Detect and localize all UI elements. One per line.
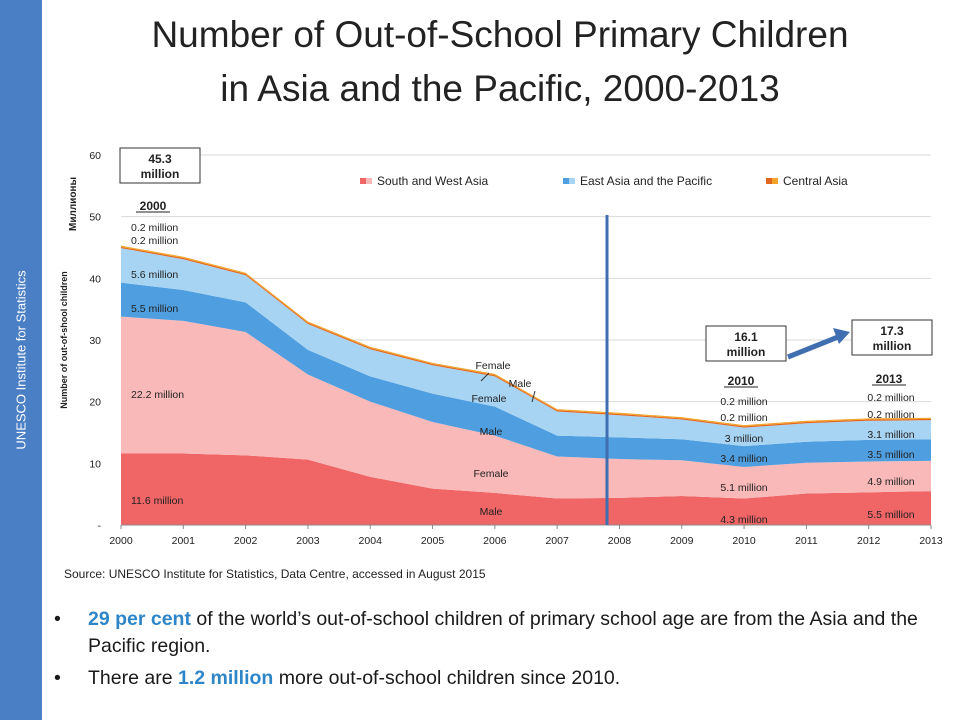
value-label-2000: 0.2 million — [131, 222, 178, 234]
total-box — [705, 325, 787, 362]
total-unit: million — [873, 339, 912, 353]
bullet-item-1: • 29 per cent of the world’s out-of-schoo… — [50, 606, 940, 660]
x-tick-label: 2009 — [670, 535, 694, 547]
legend-label: Central Asia — [783, 174, 848, 188]
bullet-dot: • — [54, 667, 61, 689]
legend-swatch — [569, 178, 575, 184]
y-tick-label: 30 — [89, 335, 101, 347]
legend-swatch — [772, 178, 778, 184]
sex-annotation: Female — [475, 360, 510, 372]
sex-annotation: Female — [473, 468, 508, 480]
sex-annotation: Female — [471, 393, 506, 405]
stacked-area-chart: - 10 20 30 40 50 60 2000 2001 2002 2003 2004 2005 200… — [59, 147, 943, 547]
y-tick-label: 40 — [89, 273, 101, 285]
value-label-2000: 5.5 million — [131, 303, 178, 315]
sex-annotation: Male — [480, 426, 503, 438]
legend-swatch — [366, 178, 372, 184]
x-tick-label: 2005 — [421, 535, 445, 547]
bullet-highlight: 29 per cent — [88, 608, 191, 630]
value-label-2010: 4.3 million — [720, 514, 767, 526]
value-label-2000: 5.6 million — [131, 269, 178, 281]
bullet-list: • 29 per cent of the world’s out-of-schoo… — [50, 606, 940, 697]
title-line-1: Number of Out-of-School Primary Children — [151, 14, 849, 55]
legend-swatch — [766, 178, 772, 184]
x-tick-label: 2007 — [545, 535, 569, 547]
bullet-highlight: 1.2 million — [177, 667, 274, 689]
x-tick-label: 2004 — [359, 535, 383, 547]
arrow-head — [833, 328, 850, 344]
arrow-shaft — [787, 334, 839, 360]
bullet-text: more out-of-school children since 2010. — [273, 667, 621, 689]
value-label-2000: 0.2 million — [131, 235, 178, 247]
y-tick-label: 10 — [89, 458, 101, 470]
x-tick-label: 2000 — [109, 535, 133, 547]
value-label-2010: 3 million — [725, 433, 764, 445]
total-value: 17.3 — [880, 324, 904, 338]
value-label-2010: 0.2 million — [720, 412, 767, 424]
sex-annotation: Male — [509, 378, 532, 390]
x-tick-label: 2001 — [172, 535, 196, 547]
legend-swatch — [360, 178, 366, 184]
title-line-2: in Asia and the Pacific, 2000-2013 — [220, 68, 780, 109]
y-tick-label: 50 — [89, 212, 101, 224]
x-tick-label: 2008 — [608, 535, 632, 547]
bullet-text: There are — [88, 667, 178, 689]
total-box — [851, 319, 933, 356]
slide-title: Number of Out-of-School Primary Children… — [60, 8, 940, 116]
year-label: 2013 — [876, 372, 903, 386]
legend-swatch — [563, 178, 569, 184]
value-label-2010: 5.1 million — [720, 482, 767, 494]
value-label-2013: 4.9 million — [867, 476, 914, 488]
value-label-2013: 3.5 million — [867, 449, 914, 461]
area-series — [121, 316, 931, 499]
x-tick-label: 2003 — [296, 535, 320, 547]
value-label-2010: 3.4 million — [720, 453, 767, 465]
annotation-pointer — [480, 372, 490, 382]
sidebar-label: UNESCO Institute for Statistics — [13, 270, 29, 450]
value-label-2010: 0.2 million — [720, 396, 767, 408]
year-label: 2010 — [728, 374, 755, 388]
x-tick-label: 2011 — [795, 535, 818, 547]
value-label-2000: 22.2 million — [131, 389, 184, 401]
value-label-2000: 11.6 million — [131, 495, 183, 507]
total-unit: million — [727, 345, 766, 359]
total-value: 45.3 — [148, 152, 172, 166]
bullet-text: of the world’s out-of-school children of… — [88, 608, 918, 657]
source-note: Source: UNESCO Institute for Statistics,… — [64, 567, 486, 581]
value-label-2013: 5.5 million — [867, 509, 914, 521]
x-tick-label: 2002 — [234, 535, 258, 547]
legend-label: East Asia and the Pacific — [580, 174, 712, 188]
y-tick-label: 60 — [89, 150, 101, 162]
legend-label: South and West Asia — [377, 174, 489, 188]
total-unit: million — [141, 167, 180, 181]
value-label-2013: 0.2 million — [867, 392, 914, 404]
total-value: 16.1 — [734, 330, 758, 344]
area-series — [121, 248, 931, 447]
annotation-pointer — [531, 390, 536, 403]
y-axis-unit: Миллионы — [68, 177, 79, 231]
year-label: 2000 — [140, 199, 167, 213]
area-series — [121, 282, 931, 468]
x-tick-label: 2012 — [857, 535, 881, 547]
sidebar-band: UNESCO Institute for Statistics — [0, 0, 42, 720]
bullet-dot: • — [54, 608, 61, 630]
y-tick-label: - — [98, 520, 102, 532]
x-tick-label: 2006 — [483, 535, 507, 547]
y-tick-label: 20 — [89, 397, 101, 409]
x-tick-label: 2010 — [732, 535, 756, 547]
total-box — [119, 147, 201, 184]
sex-annotation: Male — [480, 506, 503, 518]
x-tick-label: 2013 — [919, 535, 943, 547]
y-axis-label: Number of out-of-shool children — [59, 271, 69, 409]
bullet-item-2: • There are 1.2 million more out-of-schoo… — [50, 665, 940, 692]
value-label-2013: 0.2 million — [867, 409, 914, 421]
value-label-2013: 3.1 million — [867, 429, 914, 441]
area-series — [121, 453, 931, 525]
